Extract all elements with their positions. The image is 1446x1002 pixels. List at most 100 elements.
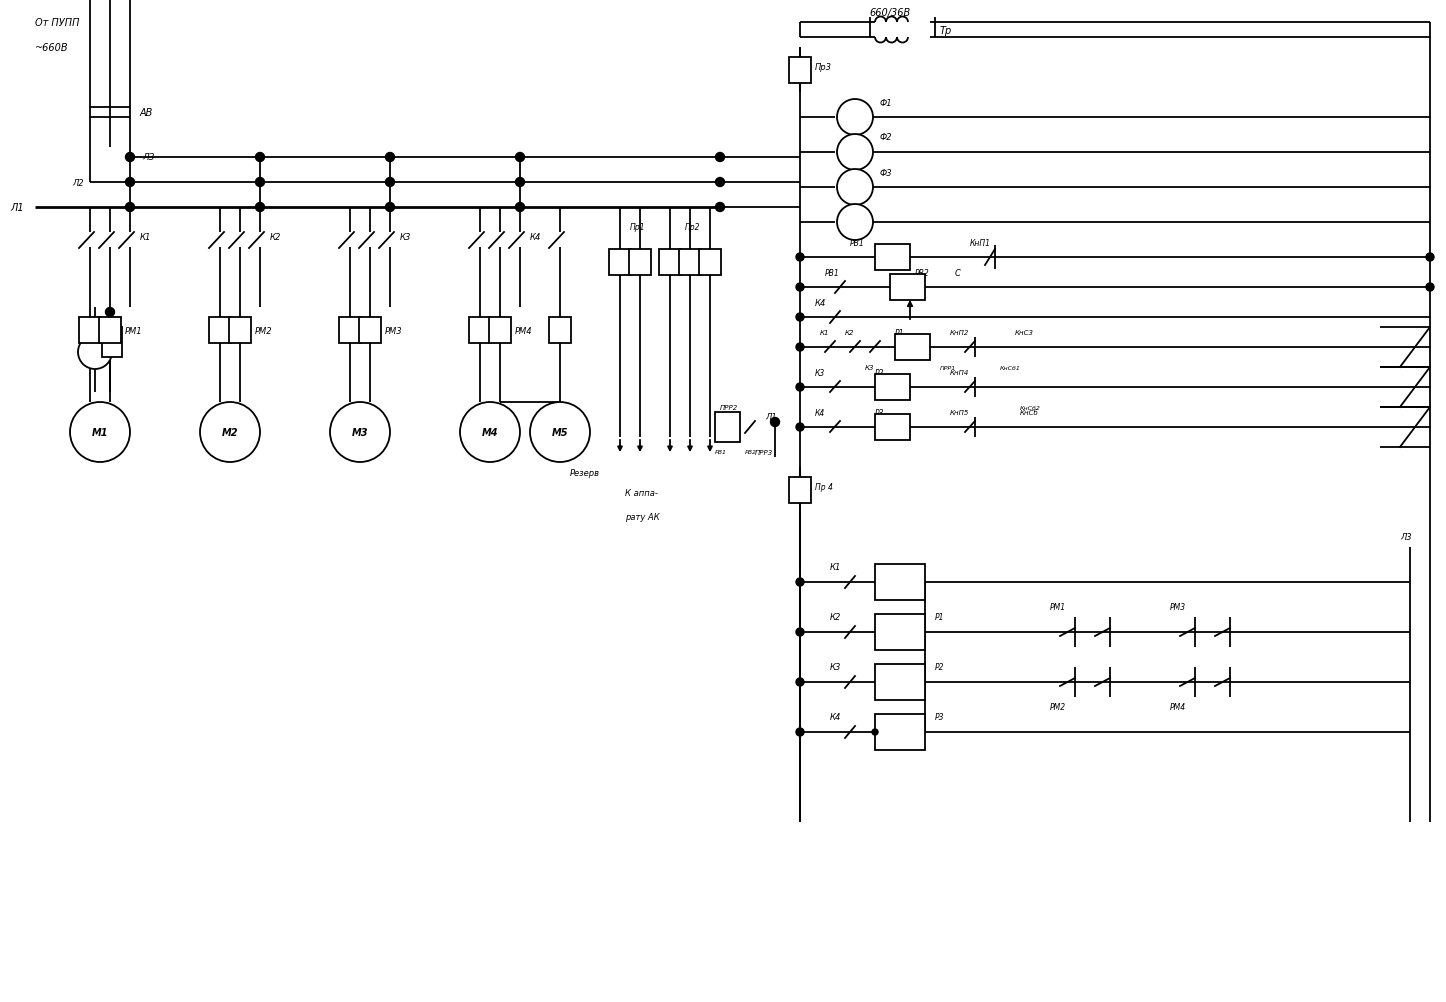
Text: Р3: Р3 <box>875 408 885 417</box>
Text: КнП2: КнП2 <box>950 330 969 336</box>
Text: РВ2: РВ2 <box>915 269 930 278</box>
Bar <box>698 249 722 276</box>
Bar <box>228 318 252 343</box>
Text: РМ3: РМ3 <box>385 327 402 335</box>
Bar <box>103 328 121 358</box>
Text: ПРР3: ПРР3 <box>755 450 774 456</box>
Circle shape <box>256 178 265 187</box>
Text: С: С <box>954 269 962 278</box>
Circle shape <box>795 344 804 352</box>
Bar <box>469 318 492 343</box>
Circle shape <box>386 203 395 212</box>
Circle shape <box>516 203 525 212</box>
Text: К3: К3 <box>830 663 842 671</box>
Text: Р2: Р2 <box>936 663 944 671</box>
Text: РМ3: РМ3 <box>1170 603 1186 612</box>
Text: К2: К2 <box>844 330 855 336</box>
Text: РМ4: РМ4 <box>1170 702 1186 711</box>
Bar <box>895 335 930 361</box>
Text: РВ1: РВ1 <box>714 450 727 455</box>
Text: К4: К4 <box>816 299 826 308</box>
Text: М1: М1 <box>91 428 108 438</box>
Circle shape <box>795 728 804 736</box>
Circle shape <box>200 403 260 463</box>
Text: К4: К4 <box>830 712 842 721</box>
Text: К4: К4 <box>531 233 541 242</box>
Circle shape <box>69 403 130 463</box>
Text: К аппа-: К аппа- <box>625 488 658 497</box>
Bar <box>609 249 630 276</box>
Text: Ф3: Ф3 <box>881 168 892 177</box>
Text: ПРР2: ПРР2 <box>720 405 739 411</box>
Circle shape <box>126 203 134 212</box>
Text: К2: К2 <box>830 613 842 622</box>
Text: Тр: Тр <box>940 26 953 36</box>
Text: М2: М2 <box>221 428 239 438</box>
Text: РМ2: РМ2 <box>254 327 273 335</box>
Bar <box>875 564 925 600</box>
Text: КнП4: КнП4 <box>950 370 969 376</box>
Text: Л2: Л2 <box>72 178 84 187</box>
Circle shape <box>126 153 134 162</box>
Circle shape <box>795 254 804 262</box>
Bar <box>790 477 811 503</box>
Circle shape <box>795 384 804 392</box>
Text: К4: К4 <box>816 408 826 417</box>
Circle shape <box>516 178 525 187</box>
Text: Р2: Р2 <box>875 368 885 377</box>
Text: Пр1: Пр1 <box>630 223 645 232</box>
Bar <box>875 244 910 271</box>
Circle shape <box>78 336 111 370</box>
Bar <box>629 249 651 276</box>
Circle shape <box>837 204 873 240</box>
Bar <box>659 249 681 276</box>
Bar <box>549 318 571 343</box>
Text: Пр2: Пр2 <box>685 223 700 232</box>
Text: РМ4: РМ4 <box>515 327 532 335</box>
Text: ПРР1: ПРР1 <box>940 365 956 370</box>
Bar <box>875 614 925 650</box>
Circle shape <box>1426 284 1434 292</box>
Circle shape <box>837 169 873 205</box>
Text: К3: К3 <box>401 233 411 242</box>
Text: ~660В: ~660В <box>35 43 68 53</box>
Circle shape <box>795 578 804 586</box>
Circle shape <box>126 178 134 187</box>
Text: Резерв: Резерв <box>570 468 600 477</box>
Circle shape <box>386 153 395 162</box>
Circle shape <box>716 178 724 187</box>
Bar <box>875 664 925 700</box>
Circle shape <box>386 178 395 187</box>
Circle shape <box>837 100 873 136</box>
Circle shape <box>771 418 779 427</box>
Text: М3: М3 <box>351 428 369 438</box>
Text: КнС3: КнС3 <box>1015 330 1034 336</box>
Text: Л3: Л3 <box>142 153 155 162</box>
Bar <box>359 318 380 343</box>
Circle shape <box>460 403 521 463</box>
Text: Ф1: Ф1 <box>881 98 892 107</box>
Text: К1: К1 <box>820 330 830 336</box>
Text: К3: К3 <box>816 368 826 377</box>
Text: Р1: Р1 <box>936 613 944 622</box>
Text: М5: М5 <box>552 428 568 438</box>
Bar <box>875 375 910 401</box>
Text: V: V <box>852 218 857 227</box>
Circle shape <box>531 403 590 463</box>
Text: Пр 4: Пр 4 <box>816 483 833 492</box>
Text: К3: К3 <box>865 365 875 371</box>
Bar <box>210 318 231 343</box>
Circle shape <box>795 314 804 322</box>
Text: К1: К1 <box>140 233 152 242</box>
Text: КнП1: КнП1 <box>970 238 991 247</box>
Bar <box>790 57 811 83</box>
Text: КнСб1: КнСб1 <box>1001 365 1021 370</box>
Text: Л1: Л1 <box>765 413 777 422</box>
Bar <box>875 714 925 750</box>
Circle shape <box>795 424 804 432</box>
Circle shape <box>716 203 724 212</box>
Circle shape <box>106 309 114 318</box>
Bar <box>98 318 121 343</box>
Circle shape <box>795 628 804 636</box>
Text: КнП5: КнП5 <box>950 410 969 416</box>
